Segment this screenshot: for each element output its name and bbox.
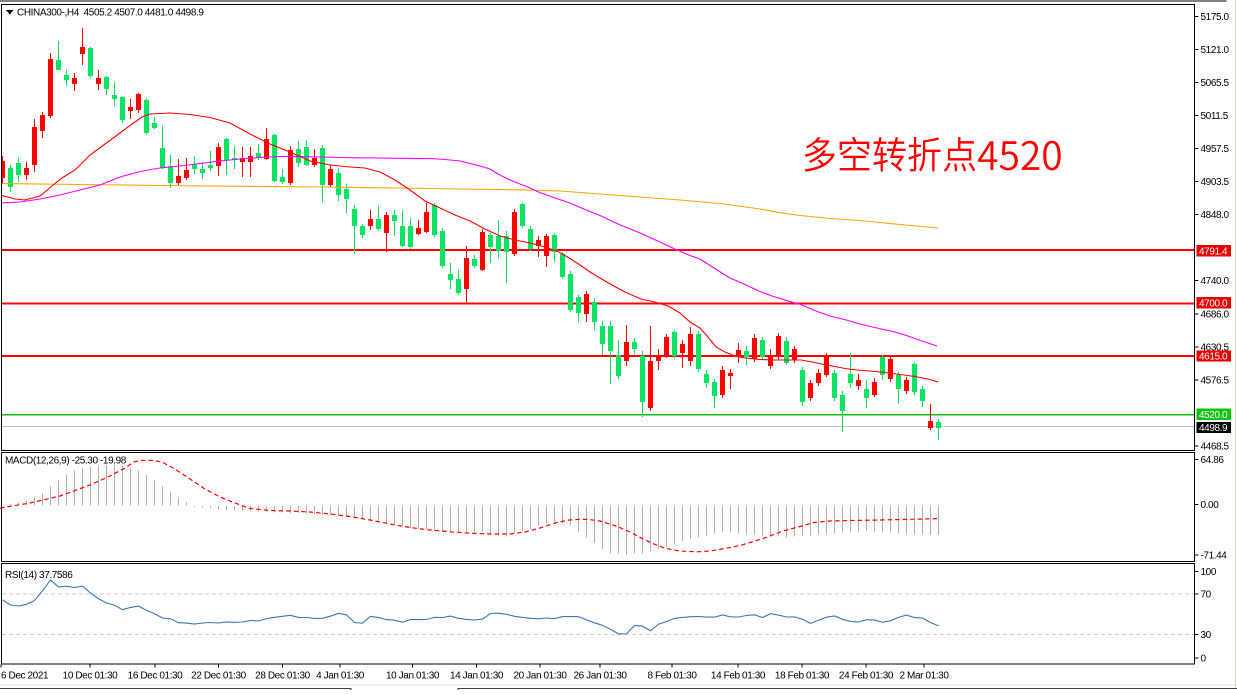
svg-text:4 Jan 01:30: 4 Jan 01:30 — [316, 671, 365, 682]
svg-text:30: 30 — [1201, 630, 1212, 641]
svg-text:4957.5: 4957.5 — [1201, 144, 1230, 155]
svg-text:4686.0: 4686.0 — [1201, 309, 1230, 320]
svg-text:5121.0: 5121.0 — [1201, 45, 1230, 56]
svg-text:4615.0: 4615.0 — [1199, 352, 1228, 363]
svg-text:4903.5: 4903.5 — [1201, 177, 1230, 188]
svg-text:0: 0 — [1201, 654, 1207, 665]
svg-text:4848.0: 4848.0 — [1201, 210, 1230, 221]
svg-text:10 Dec 01:30: 10 Dec 01:30 — [63, 671, 119, 682]
svg-text:5065.5: 5065.5 — [1201, 78, 1230, 89]
svg-text:5011.5: 5011.5 — [1201, 111, 1229, 122]
svg-text:16 Dec 01:30: 16 Dec 01:30 — [128, 671, 184, 682]
svg-text:64.86: 64.86 — [1201, 455, 1225, 466]
svg-text:4576.5: 4576.5 — [1201, 375, 1230, 386]
svg-text:4630.5: 4630.5 — [1201, 342, 1230, 353]
svg-text:24 Feb 01:30: 24 Feb 01:30 — [839, 671, 894, 682]
svg-text:-71.44: -71.44 — [1201, 551, 1228, 562]
svg-text:70: 70 — [1201, 590, 1212, 601]
svg-text:RSI(14) 37.7586: RSI(14) 37.7586 — [5, 570, 73, 581]
svg-text:MACD(12,26,9) -25.30 -19.98: MACD(12,26,9) -25.30 -19.98 — [5, 456, 127, 467]
svg-text:28 Dec 01:30: 28 Dec 01:30 — [255, 671, 311, 682]
svg-text:4740.0: 4740.0 — [1201, 276, 1230, 287]
svg-text:4791.4: 4791.4 — [1199, 246, 1228, 257]
svg-text:100: 100 — [1201, 567, 1217, 578]
svg-text:10 Jan 01:30: 10 Jan 01:30 — [386, 671, 440, 682]
svg-text:CHINA300-,H4 4505.2 4507.0 44: CHINA300-,H4 4505.2 4507.0 4481.0 4498.9 — [17, 8, 204, 19]
svg-text:8 Feb 01:30: 8 Feb 01:30 — [648, 671, 698, 682]
svg-text:6 Dec 2021: 6 Dec 2021 — [1, 671, 49, 682]
svg-text:14 Feb 01:30: 14 Feb 01:30 — [711, 671, 766, 682]
svg-text:4700.0: 4700.0 — [1199, 298, 1228, 309]
svg-text:4468.5: 4468.5 — [1201, 441, 1230, 452]
svg-text:14 Jan 01:30: 14 Jan 01:30 — [450, 671, 504, 682]
svg-text:22 Dec 01:30: 22 Dec 01:30 — [191, 671, 247, 682]
svg-text:18 Feb 01:30: 18 Feb 01:30 — [775, 671, 830, 682]
svg-text:20 Jan 01:30: 20 Jan 01:30 — [513, 671, 567, 682]
svg-text:4520.0: 4520.0 — [1199, 410, 1228, 421]
svg-text:4498.9: 4498.9 — [1199, 423, 1228, 434]
svg-text:0.00: 0.00 — [1201, 500, 1220, 511]
svg-text:2 Mar 01:30: 2 Mar 01:30 — [900, 671, 950, 682]
svg-text:5175.0: 5175.0 — [1201, 12, 1230, 23]
svg-text:26 Jan 01:30: 26 Jan 01:30 — [573, 671, 627, 682]
